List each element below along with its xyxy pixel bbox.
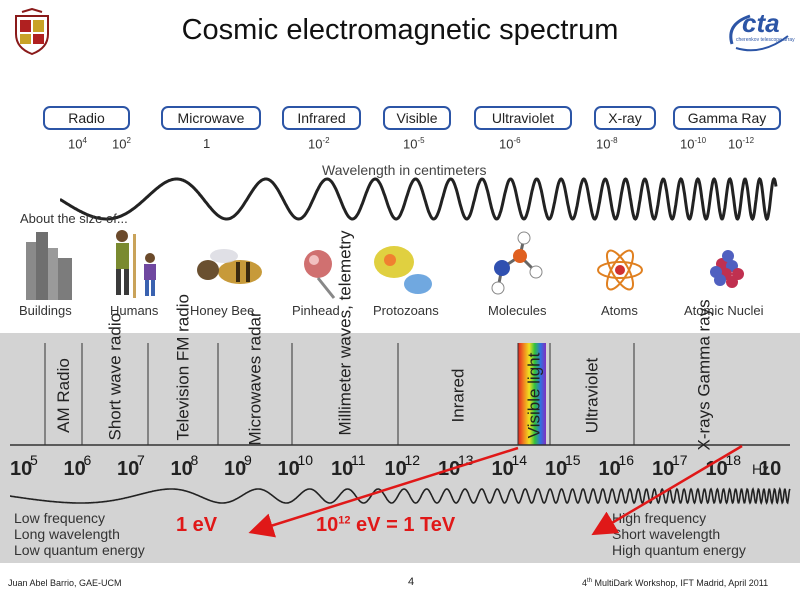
spectrum-bands-top: Radio Microwave Infrared Visible Ultravi… — [0, 106, 800, 154]
wavelength-axis-label: Wavelength in centimeters — [322, 162, 487, 178]
object-label-honey-bee: Honey Bee — [190, 303, 255, 318]
frequency-tick-base: 10 — [545, 458, 568, 480]
honey-bee-icon — [197, 249, 262, 284]
size-objects-illustrations — [26, 230, 744, 300]
frequency-tick-base: 10 — [277, 458, 300, 480]
object-label-atomic-nuclei: Atomic Nuclei — [684, 303, 764, 318]
object-label-protozoans: Protozoans — [373, 303, 439, 318]
page-number: 4 — [408, 576, 415, 588]
band-ultraviolet-box: Ultraviolet — [474, 106, 572, 130]
buildings-icon — [26, 232, 72, 300]
band-gamma-box: Gamma Ray — [673, 106, 781, 130]
label-1ev: 1 eV — [176, 514, 218, 536]
short-wavelength-text: Short wavelength — [612, 526, 721, 542]
frequency-panel-lines — [10, 343, 791, 506]
band-dividers — [44, 343, 635, 445]
high-frequency-text: High frequency — [612, 510, 707, 526]
frequency-tick-exponent: 15 — [565, 452, 581, 468]
object-label-humans: Humans — [110, 303, 159, 318]
protozoans-icon — [374, 246, 432, 294]
slide-title: Cosmic electromagnetic spectrum — [181, 14, 619, 46]
frequency-tick-base: 10 — [598, 458, 621, 480]
frequency-tick-exponent: 5 — [30, 452, 38, 468]
pinhead-icon — [304, 250, 336, 299]
frequency-tick-exponent: 6 — [83, 452, 92, 468]
frequency-tick-base: 10 — [331, 458, 354, 480]
frequency-tick-base: 10 — [117, 458, 140, 480]
frequency-tick-base: 10 — [10, 458, 33, 480]
frequency-tick-base: 10 — [170, 458, 193, 480]
band-radio-box: Radio — [43, 106, 130, 130]
band-visible-box: Visible — [383, 106, 451, 130]
wavelength-visible: 10-5 — [403, 136, 425, 152]
wavelength-xray: 10-8 — [596, 136, 618, 152]
wavelength-infrared: 10-2 — [308, 136, 330, 152]
frequency-tick-base: 10 — [384, 458, 407, 480]
low-frequency-text: Low frequency — [14, 510, 106, 526]
wavelength-radio-1: 104 — [68, 136, 87, 152]
cta-logo: cta cherenkov telescope array — [722, 6, 795, 54]
about-size-label: About the size of... — [20, 211, 128, 226]
frequency-tick-base: 10 — [652, 458, 675, 480]
frequency-tick-exponent: 9 — [244, 452, 252, 468]
frequency-tick-exponent: 7 — [137, 452, 145, 468]
frequency-tick-exponent: 12 — [404, 452, 421, 468]
footer-event: 4th MultiDark Workshop, IFT Madrid, Apri… — [582, 578, 769, 588]
object-label-pinhead: Pinhead — [292, 303, 340, 318]
band-infrared-box: Infrared — [282, 106, 361, 130]
cta-logo-text: cta — [742, 8, 780, 38]
band-microwave-box: Microwave — [161, 106, 261, 130]
visible-light-rainbow — [518, 343, 546, 445]
wavelength-microwave: 1 — [203, 136, 211, 151]
long-wavelength-text: Long wavelength — [14, 526, 120, 542]
arrow-to-high-energy — [591, 444, 743, 536]
wavelength-gamma-1: 10-10 — [680, 136, 707, 152]
frequency-tick-exponent: 14 — [511, 452, 528, 468]
frequency-tick-exponent: 11 — [351, 452, 366, 468]
high-end-description: High frequency Short wavelength High qua… — [612, 510, 746, 558]
wavelength-wave-top — [60, 176, 778, 222]
cta-logo-swoosh — [729, 14, 789, 52]
cta-logo-subtext: cherenkov telescope array — [736, 37, 795, 43]
object-label-molecules: Molecules — [488, 303, 547, 318]
frequency-tick-base: 10 — [63, 458, 86, 480]
frequency-tick-base: 10 — [759, 458, 782, 480]
frequency-panel — [0, 333, 800, 563]
label-1tev: 1012 eV = 1 TeV — [316, 514, 456, 536]
low-energy-text: Low quantum energy — [14, 542, 145, 558]
frequency-unit: Hz — [752, 461, 770, 477]
humans-icon — [116, 230, 156, 298]
band-xray-box: X-ray — [594, 106, 656, 130]
arrow-to-1ev — [248, 446, 519, 538]
atomic-nuclei-icon — [710, 250, 744, 288]
low-end-description: Low frequency Long wavelength Low quantu… — [14, 510, 145, 558]
footer-author: Juan Abel Barrio, GAE-UCM — [8, 578, 122, 588]
frequency-tick-base: 10 — [224, 458, 247, 480]
frequency-tick-exponent: 18 — [725, 452, 742, 468]
frequency-tick-exponent: 16 — [618, 452, 635, 468]
frequency-tick-exponent: 10 — [297, 452, 314, 468]
atoms-icon — [597, 249, 643, 291]
frequency-wave-bottom — [10, 486, 791, 506]
frequency-tick-exponent: 8 — [190, 452, 199, 468]
wavelength-ultraviolet: 10-6 — [499, 136, 521, 152]
wavelength-radio-2: 102 — [112, 136, 131, 152]
university-crest-logo — [15, 8, 49, 56]
molecules-icon — [491, 231, 543, 295]
frequency-tick-exponent: 17 — [672, 452, 688, 468]
wavelength-gamma-2: 10-12 — [728, 136, 755, 152]
high-energy-text: High quantum energy — [612, 542, 746, 558]
frequency-tick-base: 10 — [491, 458, 514, 480]
object-label-buildings: Buildings — [19, 303, 72, 318]
object-label-atoms: Atoms — [601, 303, 638, 318]
